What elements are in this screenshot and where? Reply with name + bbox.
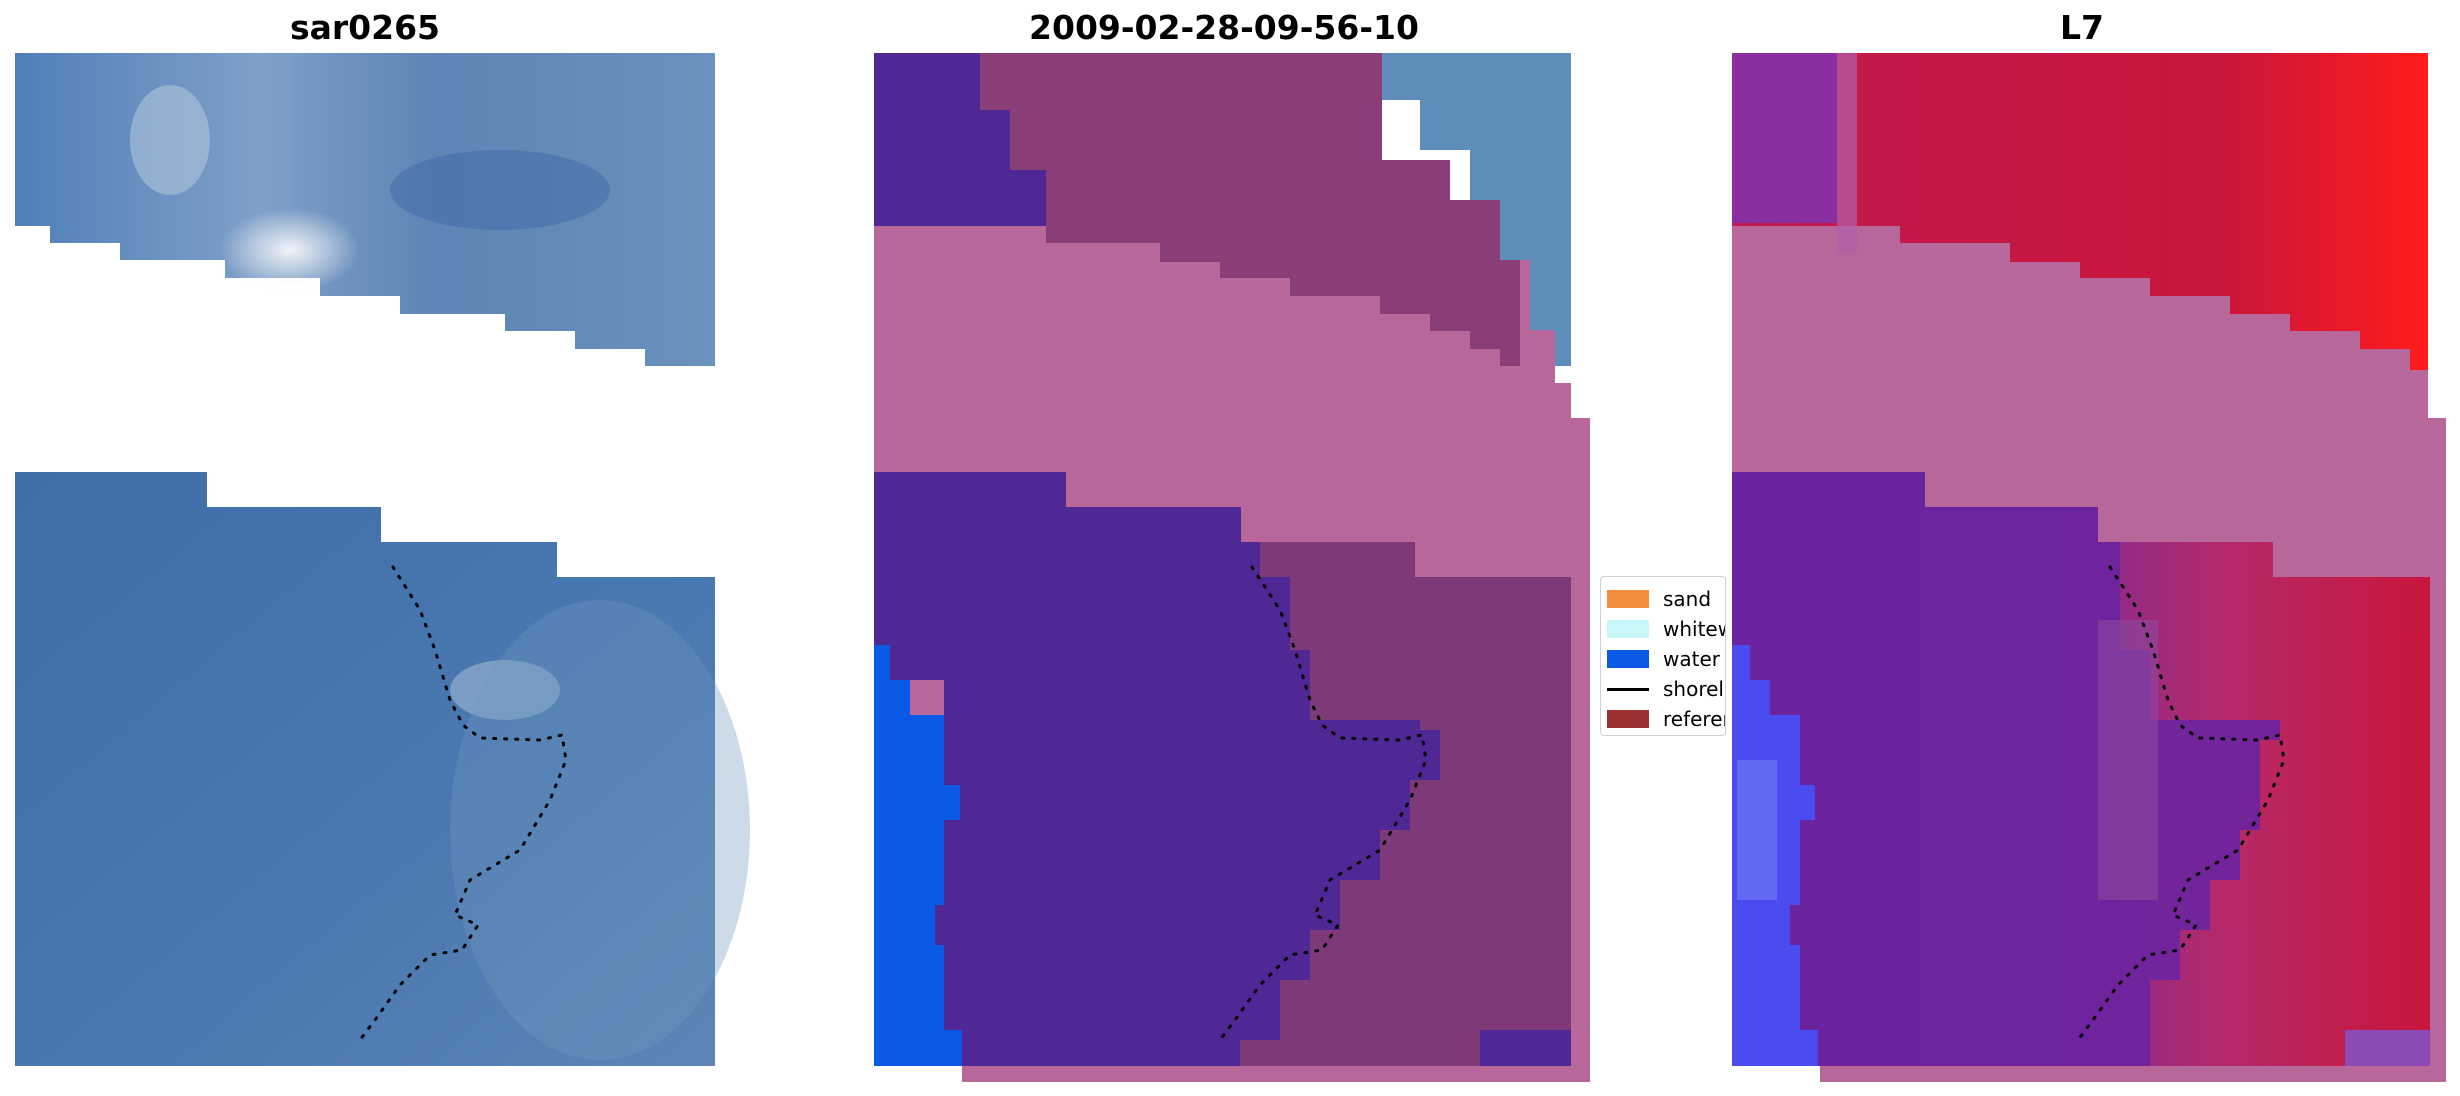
rgb-shoreline xyxy=(358,565,568,1042)
legend-item-reference: reference xyxy=(1607,705,1725,733)
legend-swatch-water xyxy=(1607,650,1649,668)
legend-label-reference: reference xyxy=(1663,707,1725,731)
legend-swatch-sand xyxy=(1607,590,1649,608)
legend-item-sand: sand xyxy=(1607,585,1725,613)
false-color-purple-region xyxy=(1732,472,2280,1066)
legend-swatch-whitewater xyxy=(1607,620,1649,638)
classified-water-edge xyxy=(874,645,962,1066)
classified-land-bottom xyxy=(1240,542,1571,1066)
false-color-shoreline xyxy=(2076,565,2286,1042)
legend-item-water: water xyxy=(1607,645,1725,673)
classified-water-top-left xyxy=(874,53,1046,226)
panel-title-rgb: sar0265 xyxy=(289,8,441,47)
legend-line-shoreline xyxy=(1607,687,1649,691)
legend-item-shoreline: shoreline xyxy=(1607,675,1725,703)
panel-title-classified: 2009-02-28-09-56-10 xyxy=(1029,8,1419,47)
classified-shoreline xyxy=(1218,565,1428,1042)
classified-rgb-corner xyxy=(1382,53,1571,366)
legend-label-shoreline: shoreline xyxy=(1663,677,1725,701)
classified-land-top xyxy=(980,53,1520,366)
false-color-land-top xyxy=(1732,53,2428,370)
panel-title-false-color: L7 xyxy=(2060,8,2104,47)
legend-label-water: water xyxy=(1663,647,1720,671)
classified-water-deep xyxy=(874,472,1440,1066)
rgb-sea-region xyxy=(15,472,715,1066)
legend-swatch-reference xyxy=(1607,710,1649,728)
legend-label-sand: sand xyxy=(1663,587,1712,611)
